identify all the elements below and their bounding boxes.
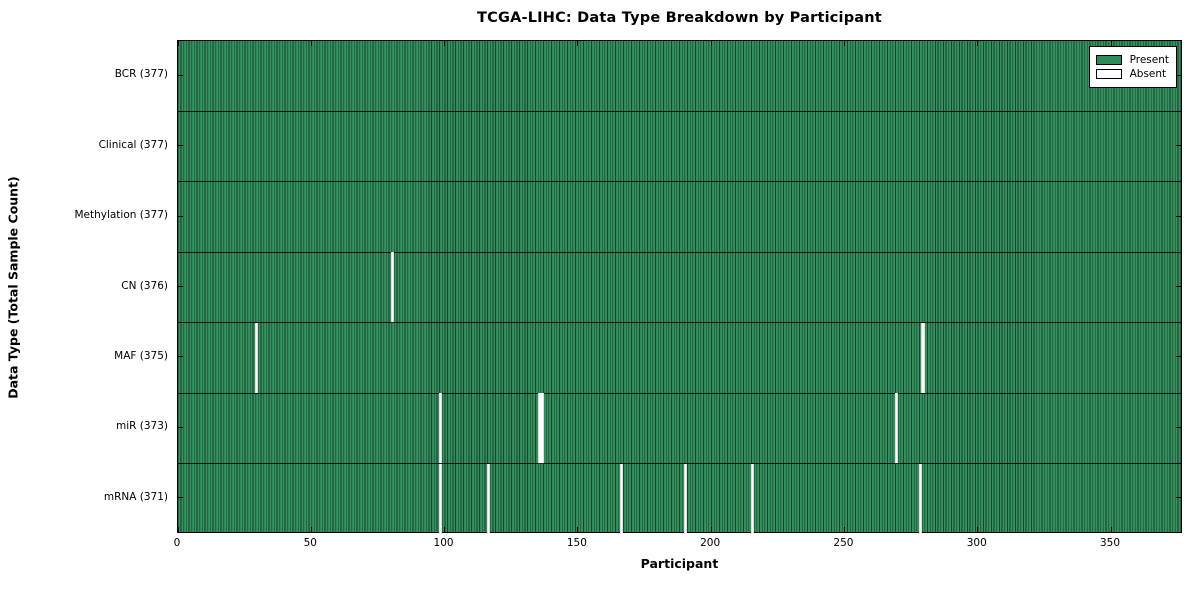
y-tick bbox=[1176, 356, 1181, 358]
legend: Present Absent bbox=[1088, 46, 1177, 88]
absent-bar bbox=[750, 463, 755, 534]
x-tick bbox=[1110, 527, 1112, 532]
x-tick bbox=[310, 41, 312, 46]
y-tick bbox=[178, 215, 183, 217]
absent-bar bbox=[684, 463, 688, 534]
y-tick-label: BCR (377) bbox=[114, 68, 168, 81]
x-tick bbox=[177, 527, 179, 532]
y-tick-label: MAF (375) bbox=[114, 349, 168, 362]
y-tick bbox=[1176, 145, 1181, 147]
y-tick-label: CN (376) bbox=[121, 279, 168, 292]
plot-area: Present Absent bbox=[177, 40, 1182, 534]
y-tick-label: mRNA (371) bbox=[103, 490, 168, 503]
x-tick bbox=[444, 527, 446, 532]
x-tick-label: 200 bbox=[700, 537, 721, 549]
x-tick-label: 150 bbox=[566, 537, 587, 549]
absent-bar bbox=[438, 393, 443, 464]
absent-bar bbox=[620, 463, 624, 534]
absent-bar bbox=[390, 252, 395, 323]
x-tick bbox=[444, 41, 446, 46]
y-tick bbox=[178, 145, 183, 147]
x-tick bbox=[843, 527, 845, 532]
x-tick-label: 350 bbox=[1099, 537, 1121, 549]
y-tick bbox=[178, 497, 183, 499]
row-separator bbox=[178, 392, 1181, 394]
row-separator bbox=[178, 463, 1181, 465]
y-tick-label: Clinical (377) bbox=[98, 138, 168, 151]
y-tick bbox=[178, 74, 183, 76]
x-tick-label: 300 bbox=[966, 537, 987, 549]
legend-label-present: Present bbox=[1129, 54, 1169, 66]
y-tick bbox=[178, 426, 183, 428]
x-tick bbox=[710, 41, 712, 46]
absent-bar bbox=[438, 463, 443, 534]
row-separator bbox=[178, 251, 1181, 253]
x-tick bbox=[843, 41, 845, 46]
y-tick bbox=[178, 356, 183, 358]
absent-bar bbox=[921, 322, 925, 394]
x-axis-title: Participant bbox=[640, 556, 719, 571]
y-tick-label: Methylation (377) bbox=[74, 209, 168, 222]
y-tick bbox=[1176, 286, 1181, 287]
absent-bar bbox=[918, 463, 923, 534]
absent-bar bbox=[894, 393, 899, 464]
legend-label-absent: Absent bbox=[1129, 68, 1167, 80]
row-separator bbox=[178, 181, 1181, 183]
y-tick bbox=[178, 286, 183, 287]
x-tick bbox=[177, 41, 179, 46]
absent-bar bbox=[255, 322, 259, 394]
y-tick bbox=[1176, 74, 1181, 76]
legend-item-absent: Absent bbox=[1095, 68, 1169, 80]
absent-swatch bbox=[1095, 69, 1122, 79]
x-tick-label: 50 bbox=[303, 537, 317, 549]
x-tick bbox=[577, 41, 579, 46]
x-tick bbox=[977, 41, 979, 46]
x-tick-label: 250 bbox=[833, 537, 854, 549]
present-swatch bbox=[1095, 55, 1122, 65]
y-tick bbox=[1176, 215, 1181, 217]
absent-bar bbox=[537, 393, 544, 464]
y-tick bbox=[1176, 497, 1181, 499]
y-tick bbox=[1176, 426, 1181, 428]
x-tick bbox=[310, 527, 312, 532]
row-separator bbox=[178, 322, 1181, 324]
chart-title: TCGA-LIHC: Data Type Breakdown by Partic… bbox=[477, 10, 882, 26]
x-tick bbox=[710, 527, 712, 532]
absent-bar bbox=[486, 463, 491, 534]
x-tick bbox=[977, 527, 979, 532]
x-tick bbox=[577, 527, 579, 532]
x-tick-label: 0 bbox=[173, 537, 181, 549]
x-tick bbox=[1110, 41, 1112, 46]
row-separator bbox=[178, 110, 1181, 112]
x-tick-label: 100 bbox=[433, 537, 454, 549]
legend-item-present: Present bbox=[1095, 54, 1169, 66]
y-tick-label: miR (373) bbox=[115, 420, 168, 433]
